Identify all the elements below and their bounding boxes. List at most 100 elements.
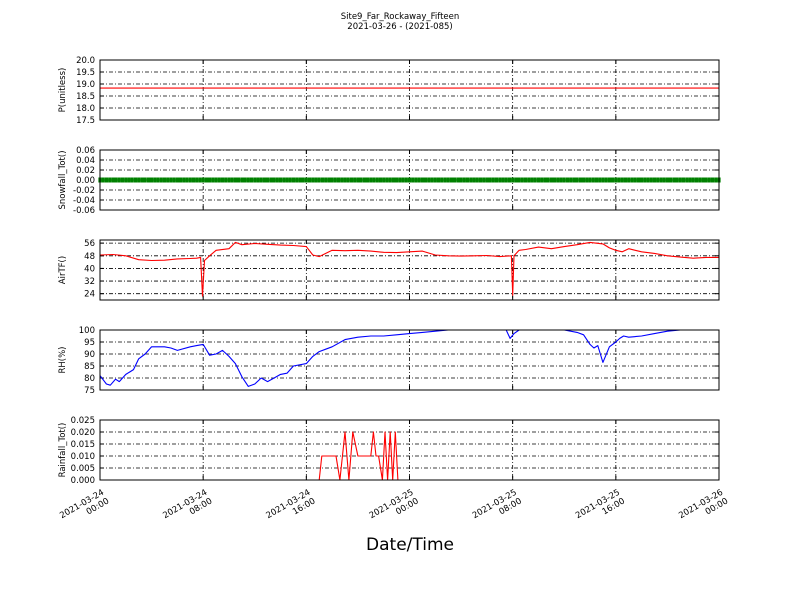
data-point: [678, 177, 682, 183]
data-point: [195, 177, 199, 183]
y-tick-label: 0.025: [71, 416, 95, 426]
data-point: [594, 177, 599, 183]
x-tick-label: 2021-03-2408:00: [161, 488, 214, 530]
data-point: [469, 177, 473, 183]
data-point: [494, 177, 499, 183]
data-point: [130, 177, 134, 183]
data-point: [382, 177, 386, 183]
y-tick-label: 20.0: [76, 56, 95, 66]
data-point: [143, 177, 147, 183]
data-point: [308, 177, 312, 183]
data-point: [398, 177, 402, 183]
y-tick-label: 80: [84, 374, 95, 384]
data-point: [546, 177, 550, 183]
data-point: [491, 177, 495, 183]
data-point: [649, 177, 653, 183]
data-point: [169, 177, 173, 183]
data-point: [224, 177, 228, 183]
y-axis-label: P(unitless): [58, 68, 68, 113]
data-point: [714, 177, 718, 183]
y-tick-label: 0.005: [71, 464, 95, 474]
data-point: [562, 177, 566, 183]
data-point: [662, 177, 666, 183]
data-point: [340, 177, 344, 183]
data-point: [511, 177, 515, 183]
y-tick-label: 56: [84, 239, 95, 249]
data-point: [527, 177, 531, 183]
data-point: [162, 177, 167, 183]
data-point: [121, 177, 125, 183]
data-point: [385, 177, 389, 183]
data-point: [124, 177, 128, 183]
data-point: [278, 177, 283, 183]
data-point: [249, 177, 254, 183]
axes-frame: [99, 59, 720, 121]
data-point: [569, 177, 573, 183]
y-tick-label: 95: [84, 338, 95, 348]
data-point: [375, 177, 379, 183]
data-point: [404, 177, 408, 183]
y-tick-label: 90: [84, 350, 95, 360]
data-point: [301, 177, 305, 183]
data-point: [311, 177, 315, 183]
data-point: [227, 177, 231, 183]
data-point: [137, 177, 141, 183]
data-point: [711, 177, 715, 183]
data-point: [395, 177, 399, 183]
y-tick-label: 0.015: [71, 440, 95, 450]
axes-frame: [99, 419, 720, 481]
data-point: [127, 177, 131, 183]
y-tick-label: -0.06: [73, 206, 95, 216]
data-point: [614, 177, 618, 183]
data-point: [643, 177, 647, 183]
data-point: [691, 177, 695, 183]
y-axis-label: Rainfall_Tot(): [58, 423, 68, 478]
data-point: [672, 177, 676, 183]
data-point: [114, 177, 118, 183]
data-point: [475, 177, 479, 183]
data-point: [230, 177, 234, 183]
data-point: [369, 177, 373, 183]
data-point: [353, 177, 357, 183]
x-tick-label: 2021-03-2508:00: [471, 488, 524, 530]
data-point: [436, 177, 441, 183]
series-line: [100, 431, 719, 480]
data-point: [285, 177, 289, 183]
data-point: [598, 177, 602, 183]
data-point: [520, 177, 524, 183]
data-point: [485, 177, 489, 183]
data-point: [175, 177, 179, 183]
data-point: [440, 177, 444, 183]
data-point: [269, 177, 273, 183]
data-point: [179, 177, 183, 183]
data-point: [530, 177, 534, 183]
data-point: [288, 177, 292, 183]
data-point: [514, 177, 518, 183]
y-tick-label: 75: [84, 386, 95, 396]
data-point: [240, 177, 244, 183]
data-point: [430, 177, 434, 183]
data-point: [253, 177, 257, 183]
x-tick-label: 2021-03-2416:00: [265, 488, 318, 530]
data-point: [407, 177, 412, 183]
data-point: [108, 177, 112, 183]
data-point: [101, 177, 105, 183]
y-tick-label: 17.5: [76, 116, 95, 126]
panel-4: 75 80 85 90 95 100 RH(%): [58, 326, 720, 396]
data-point: [465, 177, 470, 183]
data-point: [478, 177, 482, 183]
data-point: [459, 177, 463, 183]
data-point: [237, 177, 241, 183]
data-point: [256, 177, 260, 183]
data-point: [707, 177, 711, 183]
data-point: [630, 177, 634, 183]
data-point: [201, 177, 205, 183]
data-point: [140, 177, 144, 183]
data-point: [456, 177, 460, 183]
data-point: [220, 177, 225, 183]
y-axis-label: RH(%): [58, 346, 68, 373]
y-tick-label: 0.02: [76, 166, 95, 176]
data-point: [282, 177, 286, 183]
y-tick-label: 0.020: [71, 428, 95, 438]
data-point: [211, 177, 215, 183]
